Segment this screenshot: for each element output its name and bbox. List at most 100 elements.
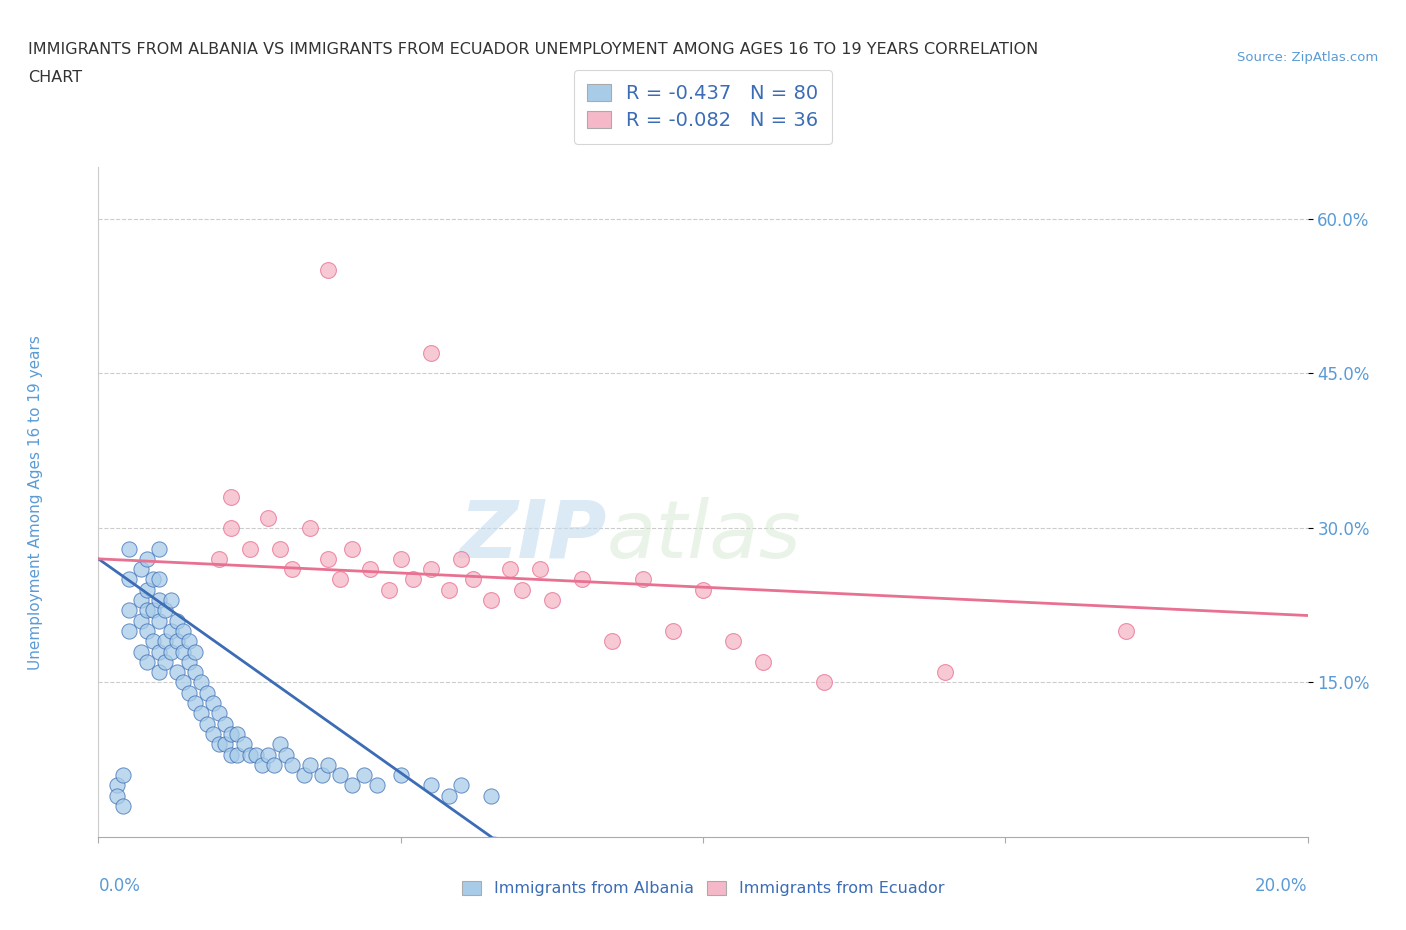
Point xyxy=(360,562,382,577)
Point xyxy=(419,345,441,360)
Point xyxy=(269,541,291,556)
Point xyxy=(118,572,141,587)
Point xyxy=(111,768,134,783)
Point xyxy=(316,551,339,566)
Point xyxy=(661,623,683,638)
Text: Source: ZipAtlas.com: Source: ZipAtlas.com xyxy=(1237,51,1378,64)
Point xyxy=(208,706,231,721)
Point xyxy=(148,592,170,607)
Point xyxy=(450,778,472,793)
Point xyxy=(437,582,460,597)
Legend: Immigrants from Albania, Immigrants from Ecuador: Immigrants from Albania, Immigrants from… xyxy=(456,874,950,903)
Point xyxy=(135,623,157,638)
Point xyxy=(245,747,267,762)
Point xyxy=(419,562,441,577)
Point xyxy=(160,623,183,638)
Point xyxy=(437,789,460,804)
Point xyxy=(329,768,352,783)
Point xyxy=(389,551,412,566)
Point xyxy=(129,644,152,659)
Point xyxy=(177,685,201,700)
Point xyxy=(377,582,399,597)
Point xyxy=(172,644,194,659)
Point xyxy=(172,675,194,690)
Point xyxy=(329,572,352,587)
Point xyxy=(166,665,188,680)
Point xyxy=(316,757,339,772)
Point xyxy=(129,592,152,607)
Point xyxy=(631,572,654,587)
Point xyxy=(239,541,262,556)
Point xyxy=(184,696,207,711)
Point xyxy=(105,789,128,804)
Point xyxy=(135,582,157,597)
Point xyxy=(316,263,339,278)
Point xyxy=(190,706,212,721)
Point xyxy=(463,572,485,587)
Point xyxy=(148,644,170,659)
Point xyxy=(177,634,201,649)
Point xyxy=(239,747,262,762)
Point xyxy=(813,675,835,690)
Point xyxy=(129,613,152,628)
Point xyxy=(934,665,956,680)
Point xyxy=(221,726,243,741)
Point xyxy=(366,778,388,793)
Point xyxy=(263,757,285,772)
Point xyxy=(752,655,775,670)
Point xyxy=(148,613,170,628)
Point xyxy=(342,541,364,556)
Point xyxy=(571,572,593,587)
Point xyxy=(195,716,218,731)
Text: Unemployment Among Ages 16 to 19 years: Unemployment Among Ages 16 to 19 years xyxy=(28,335,42,670)
Point xyxy=(498,562,520,577)
Point xyxy=(202,726,225,741)
Point xyxy=(256,747,278,762)
Point xyxy=(529,562,551,577)
Point xyxy=(540,592,562,607)
Point xyxy=(184,644,207,659)
Point xyxy=(160,644,183,659)
Point xyxy=(148,572,170,587)
Point xyxy=(172,623,194,638)
Point xyxy=(389,768,412,783)
Point xyxy=(190,675,212,690)
Point xyxy=(281,757,304,772)
Point xyxy=(214,737,236,751)
Point xyxy=(226,747,249,762)
Text: 0.0%: 0.0% xyxy=(98,877,141,896)
Point xyxy=(292,768,315,783)
Point xyxy=(129,562,152,577)
Point xyxy=(299,757,322,772)
Point xyxy=(419,778,441,793)
Point xyxy=(166,634,188,649)
Point xyxy=(166,613,188,628)
Point xyxy=(250,757,273,772)
Point xyxy=(118,603,141,618)
Point xyxy=(481,592,503,607)
Point xyxy=(692,582,714,597)
Point xyxy=(118,623,141,638)
Point xyxy=(221,489,243,504)
Point xyxy=(602,634,624,649)
Text: ZIP: ZIP xyxy=(458,497,606,575)
Point xyxy=(353,768,375,783)
Text: CHART: CHART xyxy=(28,70,82,85)
Point xyxy=(721,634,744,649)
Point xyxy=(142,634,165,649)
Point xyxy=(221,521,243,536)
Point xyxy=(153,603,176,618)
Point xyxy=(142,603,165,618)
Point xyxy=(118,541,141,556)
Point xyxy=(208,737,231,751)
Text: IMMIGRANTS FROM ALBANIA VS IMMIGRANTS FROM ECUADOR UNEMPLOYMENT AMONG AGES 16 TO: IMMIGRANTS FROM ALBANIA VS IMMIGRANTS FR… xyxy=(28,42,1039,57)
Text: atlas: atlas xyxy=(606,497,801,575)
Point xyxy=(256,511,278,525)
Point xyxy=(135,551,157,566)
Point xyxy=(111,799,134,814)
Point xyxy=(281,562,304,577)
Point xyxy=(510,582,533,597)
Point xyxy=(221,747,243,762)
Text: 20.0%: 20.0% xyxy=(1256,877,1308,896)
Point xyxy=(135,655,157,670)
